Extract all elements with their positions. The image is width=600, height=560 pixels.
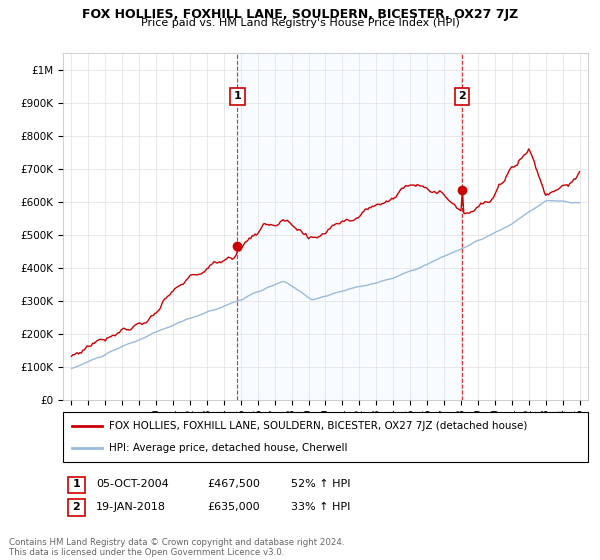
Text: FOX HOLLIES, FOXHILL LANE, SOULDERN, BICESTER, OX27 7JZ: FOX HOLLIES, FOXHILL LANE, SOULDERN, BIC… bbox=[82, 8, 518, 21]
Text: HPI: Average price, detached house, Cherwell: HPI: Average price, detached house, Cher… bbox=[109, 443, 348, 453]
Bar bbox=[238, 53, 462, 400]
Text: 2: 2 bbox=[73, 502, 80, 512]
Text: 2: 2 bbox=[458, 91, 466, 101]
Text: 19-JAN-2018: 19-JAN-2018 bbox=[96, 502, 166, 512]
Text: Contains HM Land Registry data © Crown copyright and database right 2024.
This d: Contains HM Land Registry data © Crown c… bbox=[9, 538, 344, 557]
Text: 33% ↑ HPI: 33% ↑ HPI bbox=[291, 502, 350, 512]
Text: £467,500: £467,500 bbox=[207, 479, 260, 489]
Text: Price paid vs. HM Land Registry's House Price Index (HPI): Price paid vs. HM Land Registry's House … bbox=[140, 18, 460, 29]
Text: £635,000: £635,000 bbox=[207, 502, 260, 512]
Text: 1: 1 bbox=[73, 479, 80, 489]
Text: 05-OCT-2004: 05-OCT-2004 bbox=[96, 479, 169, 489]
Text: 1: 1 bbox=[233, 91, 241, 101]
Text: 52% ↑ HPI: 52% ↑ HPI bbox=[291, 479, 350, 489]
Text: FOX HOLLIES, FOXHILL LANE, SOULDERN, BICESTER, OX27 7JZ (detached house): FOX HOLLIES, FOXHILL LANE, SOULDERN, BIC… bbox=[109, 421, 527, 431]
